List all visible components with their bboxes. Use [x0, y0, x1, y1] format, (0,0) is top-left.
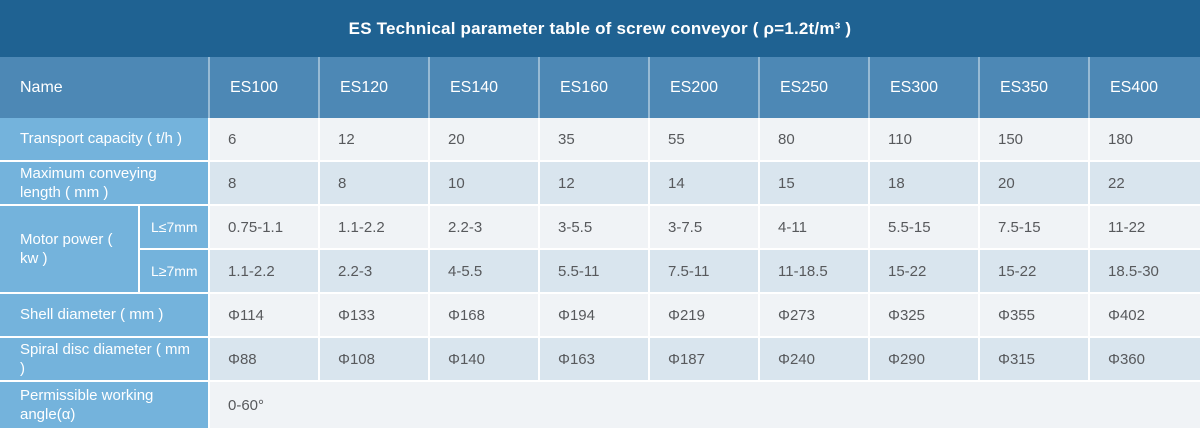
- row-label: Shell diameter ( mm ): [0, 294, 210, 338]
- table-cell: Φ325: [870, 294, 980, 338]
- table-cell: 6: [210, 118, 320, 162]
- table-cell: Φ133: [320, 294, 430, 338]
- table-cell: 14: [650, 162, 760, 206]
- table-cell: 15-22: [980, 250, 1090, 294]
- row-sublabel: L≤7mm: [140, 206, 210, 250]
- column-header-es250: ES250: [760, 57, 870, 118]
- table-cell: Φ194: [540, 294, 650, 338]
- table-cell: 0.75-1.1: [210, 206, 320, 250]
- table-cell: 8: [210, 162, 320, 206]
- parameter-table: Name ES100 ES120 ES140 ES160 ES200 ES250…: [0, 57, 1200, 428]
- table-cell: Φ355: [980, 294, 1090, 338]
- table-cell: Φ273: [760, 294, 870, 338]
- table-cell: 5.5-15: [870, 206, 980, 250]
- row-transport-capacity: Transport capacity ( t/h ) 6 12 20 35 55…: [0, 118, 1200, 162]
- table-cell: 3-5.5: [540, 206, 650, 250]
- table-cell: 10: [430, 162, 540, 206]
- table-cell: 20: [980, 162, 1090, 206]
- row-permissible-working-angle: Permissible working angle(α) 0-60°: [0, 382, 1200, 428]
- row-label-motor-power: Motor power ( kw ): [0, 206, 140, 294]
- table-cell: 22: [1090, 162, 1200, 206]
- row-shell-diameter: Shell diameter ( mm ) Φ114 Φ133 Φ168 Φ19…: [0, 294, 1200, 338]
- table-cell: 5.5-11: [540, 250, 650, 294]
- table-cell: 180: [1090, 118, 1200, 162]
- table-cell: 11-18.5: [760, 250, 870, 294]
- table-cell: 15: [760, 162, 870, 206]
- table-cell: 18.5-30: [1090, 250, 1200, 294]
- row-label: Transport capacity ( t/h ): [0, 118, 210, 162]
- table-cell: 12: [320, 118, 430, 162]
- table-cell: 3-7.5: [650, 206, 760, 250]
- table-cell-merged: 0-60°: [210, 382, 1200, 428]
- table-cell: Φ114: [210, 294, 320, 338]
- column-header-es160: ES160: [540, 57, 650, 118]
- row-motor-power-ge7: L≥7mm 1.1-2.2 2.2-3 4-5.5 5.5-11 7.5-11 …: [0, 250, 1200, 294]
- column-header-es100: ES100: [210, 57, 320, 118]
- table-cell: 7.5-15: [980, 206, 1090, 250]
- table-cell: Φ140: [430, 338, 540, 382]
- column-header-es300: ES300: [870, 57, 980, 118]
- table-cell: Φ360: [1090, 338, 1200, 382]
- table-cell: 150: [980, 118, 1090, 162]
- table-cell: 4-5.5: [430, 250, 540, 294]
- column-header-name: Name: [0, 57, 210, 118]
- row-label: Spiral disc diameter ( mm ): [0, 338, 210, 382]
- table-cell: Φ163: [540, 338, 650, 382]
- table-cell: 110: [870, 118, 980, 162]
- table-title: ES Technical parameter table of screw co…: [0, 0, 1200, 57]
- table-cell: Φ315: [980, 338, 1090, 382]
- table-cell: 1.1-2.2: [210, 250, 320, 294]
- column-header-es120: ES120: [320, 57, 430, 118]
- row-spiral-disc-diameter: Spiral disc diameter ( mm ) Φ88 Φ108 Φ14…: [0, 338, 1200, 382]
- table-cell: 18: [870, 162, 980, 206]
- column-header-es400: ES400: [1090, 57, 1200, 118]
- table-cell: 4-11: [760, 206, 870, 250]
- row-max-conveying-length: Maximum conveying length ( mm ) 8 8 10 1…: [0, 162, 1200, 206]
- table-cell: Φ88: [210, 338, 320, 382]
- table-cell: 55: [650, 118, 760, 162]
- column-header-es200: ES200: [650, 57, 760, 118]
- table-cell: Φ108: [320, 338, 430, 382]
- column-header-es350: ES350: [980, 57, 1090, 118]
- row-label: Maximum conveying length ( mm ): [0, 162, 210, 206]
- table-cell: 80: [760, 118, 870, 162]
- table-cell: 35: [540, 118, 650, 162]
- table-cell: Φ290: [870, 338, 980, 382]
- table-cell: 7.5-11: [650, 250, 760, 294]
- table-cell: Φ219: [650, 294, 760, 338]
- table-cell: 11-22: [1090, 206, 1200, 250]
- row-label: Permissible working angle(α): [0, 382, 210, 428]
- table-cell: 8: [320, 162, 430, 206]
- table-cell: Φ240: [760, 338, 870, 382]
- table-cell: 1.1-2.2: [320, 206, 430, 250]
- row-sublabel: L≥7mm: [140, 250, 210, 294]
- table-cell: 2.2-3: [320, 250, 430, 294]
- table-cell: 2.2-3: [430, 206, 540, 250]
- table-cell: Φ168: [430, 294, 540, 338]
- table-cell: 15-22: [870, 250, 980, 294]
- header-row: Name ES100 ES120 ES140 ES160 ES200 ES250…: [0, 57, 1200, 118]
- table-cell: 12: [540, 162, 650, 206]
- column-header-es140: ES140: [430, 57, 540, 118]
- table-cell: Φ187: [650, 338, 760, 382]
- table-cell: 20: [430, 118, 540, 162]
- row-motor-power-le7: Motor power ( kw ) L≤7mm 0.75-1.1 1.1-2.…: [0, 206, 1200, 294]
- table-cell: Φ402: [1090, 294, 1200, 338]
